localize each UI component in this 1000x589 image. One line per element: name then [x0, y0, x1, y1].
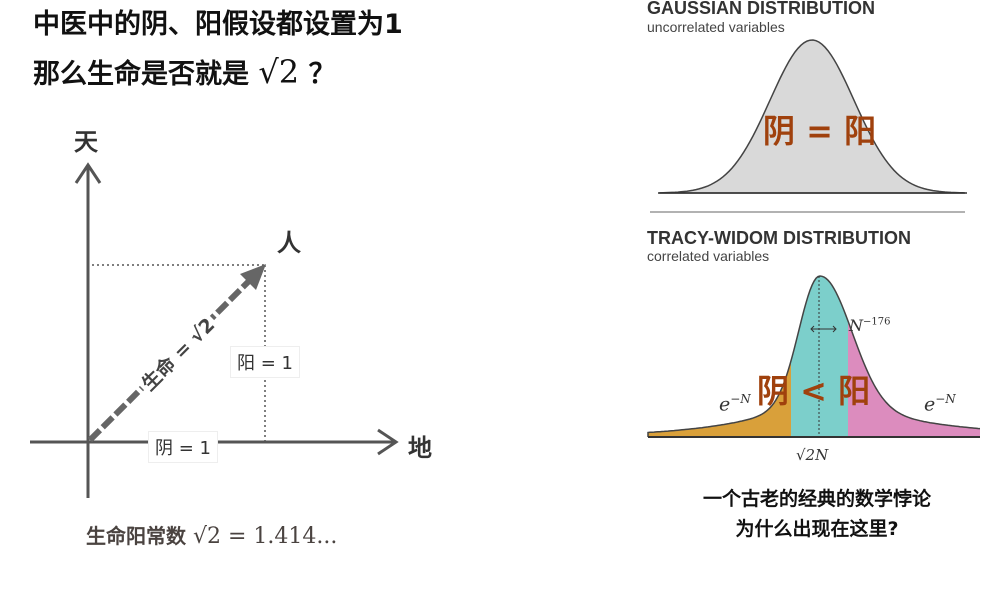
tw-title: TRACY-WIDOM DISTRIBUTION	[647, 228, 911, 248]
gaussian-subtitle: uncorrelated variables	[647, 19, 785, 35]
title-line-1: 中医中的阴、阳假设都设置为1	[33, 9, 403, 40]
vector-label-human: 人	[277, 229, 301, 257]
constant-value: √2 = 1.414...	[192, 524, 338, 549]
title-line-2: 那么生命是否就是 √2 ？	[33, 52, 336, 91]
left-tail-base: e	[719, 393, 731, 416]
right-tail-exp: −N	[935, 392, 956, 406]
axis-label-heaven: 天	[74, 128, 98, 156]
width-label-base: N	[849, 316, 863, 335]
gaussian-equation: 阴 = 阳	[763, 112, 877, 150]
y-axis-arrow	[74, 162, 102, 184]
title-line-2-text: 那么生命是否就是	[33, 59, 249, 90]
question-mark: ？	[308, 59, 336, 90]
distribution-curves	[647, 39, 981, 438]
yin-label: 阴 = 1	[148, 431, 218, 463]
x-axis-arrow	[377, 428, 399, 456]
left-tail-exp: −N	[730, 392, 751, 406]
right-tail-base: e	[924, 393, 936, 416]
gaussian-curve	[659, 39, 966, 194]
paradox-line-2: 为什么出现在这里?	[735, 518, 899, 540]
width-label-exp: −176	[863, 316, 891, 328]
life-vector-arrowhead	[240, 264, 266, 290]
center-label: √2N	[796, 446, 829, 464]
gaussian-title: GAUSSIAN DISTRIBUTION	[647, 0, 876, 18]
paradox-line-1: 一个古老的经典的数学悖论	[702, 488, 931, 510]
right-tail-label: e−N	[924, 392, 956, 415]
axis-label-earth: 地	[408, 434, 432, 462]
life-constant: 生命阳常数 √2 = 1.414...	[86, 520, 337, 549]
yang-label: 阳 = 1	[230, 346, 300, 378]
width-label: N−176	[849, 316, 890, 335]
tw-subtitle: correlated variables	[647, 248, 770, 264]
width-arrow-left-head	[810, 325, 815, 333]
tw-equation: 阴 < 阳	[757, 372, 871, 410]
width-arrow-right-head	[832, 325, 837, 333]
sqrt-2: √2	[258, 53, 300, 91]
tracy-widom-curve	[647, 275, 981, 437]
vector-diagram	[30, 162, 399, 498]
constant-prefix: 生命阳常数	[86, 524, 186, 548]
left-tail-label: e−N	[719, 392, 751, 415]
